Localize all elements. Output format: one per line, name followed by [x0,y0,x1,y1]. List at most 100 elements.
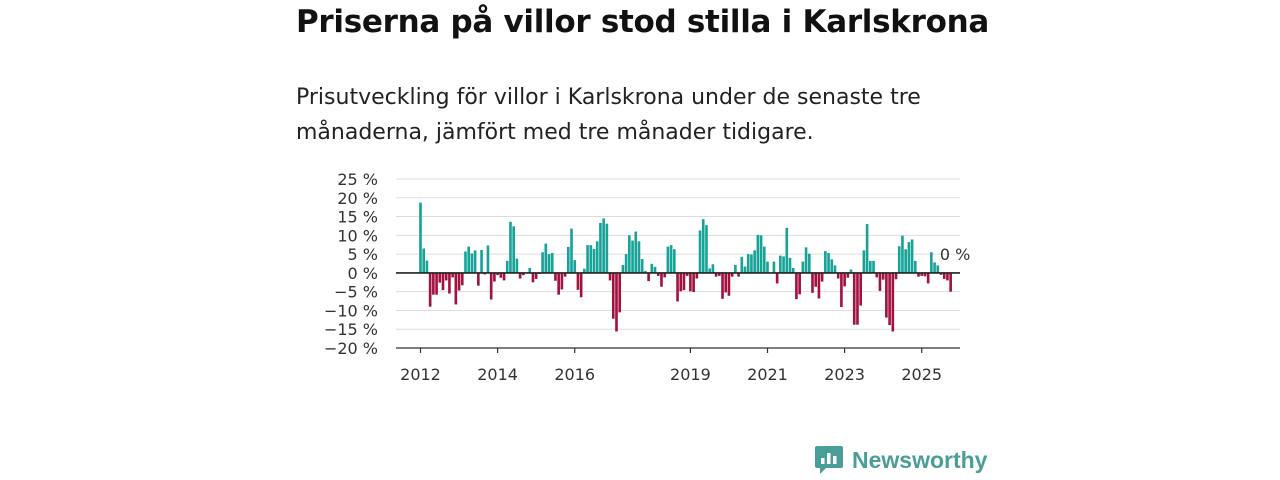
bar [531,272,535,283]
bar [865,224,869,273]
bar [685,272,689,276]
bar [737,272,740,277]
bar [637,241,641,273]
bar [926,272,930,284]
bar [502,272,506,281]
bar [515,258,519,273]
bar [782,256,785,273]
bar [464,251,467,273]
bar [743,266,747,273]
bar [910,239,914,273]
bar [843,272,846,287]
bar [695,272,699,279]
bar [477,272,480,286]
bar [473,250,477,273]
bar [930,252,933,273]
bar [493,272,496,282]
bar [807,253,811,273]
bar [528,268,532,273]
bar [544,243,548,273]
bar [788,257,792,273]
bar [451,272,454,278]
y-tick-label: 5 % [348,245,378,264]
bar [454,272,458,305]
bar [804,247,808,273]
bar [746,254,750,273]
bar [589,245,593,273]
bar [444,272,448,281]
y-tick-label: 0 % [348,264,378,283]
bar [750,254,753,273]
bar [448,272,451,294]
bar [554,272,557,281]
bar [846,272,850,278]
y-tick-label: −15 % [324,320,378,339]
bar [676,272,679,302]
bar [621,265,625,273]
bar [730,272,734,277]
bar [631,240,634,273]
x-tick-label: 2014 [477,365,518,384]
bar [496,272,499,276]
bar [653,266,657,273]
chart-subtitle: Prisutveckling för villor i Karlskrona u… [296,85,921,145]
bar [830,259,834,273]
bar [435,272,438,295]
bar [679,272,683,292]
bar [432,272,435,295]
bar [428,272,432,307]
bar [550,252,554,273]
bar [480,249,483,273]
bar [576,272,580,290]
y-tick-label: 15 % [337,208,378,227]
bar [753,250,756,273]
bar [422,248,426,273]
bar [862,250,866,273]
bar [486,245,490,273]
bar [547,254,551,273]
bar [891,272,895,332]
bar [949,272,952,292]
bar [756,234,760,273]
bar [717,272,721,276]
bar [762,246,766,273]
bar [856,272,859,325]
y-tick-label: −5 % [334,283,378,302]
bar [599,222,602,273]
bar [608,272,612,281]
bar [419,202,422,273]
bar [766,261,769,273]
bar [885,272,888,318]
bar [570,228,573,273]
bar [698,230,702,273]
bar [634,231,638,273]
bar [913,260,917,273]
bar [759,235,763,273]
bar [595,241,599,273]
bar [583,268,586,273]
bar [859,272,862,306]
bar [573,260,577,273]
x-tick-label: 2021 [747,365,788,384]
bar [692,272,695,293]
bar [425,260,429,273]
bar [592,248,596,273]
bar [509,221,512,273]
bar [518,272,522,279]
bar [560,272,564,290]
bar [724,272,728,293]
bar [840,272,843,308]
bar [701,219,705,273]
bar [650,263,654,273]
bar [920,272,924,276]
bar [734,265,737,273]
bar [801,261,805,273]
bar [901,235,904,273]
bar [666,246,670,273]
bar [656,272,660,276]
bar [467,246,471,273]
y-tick-label: −20 % [324,339,378,358]
newsworthy-logo-icon [815,446,843,474]
bar [611,272,615,319]
